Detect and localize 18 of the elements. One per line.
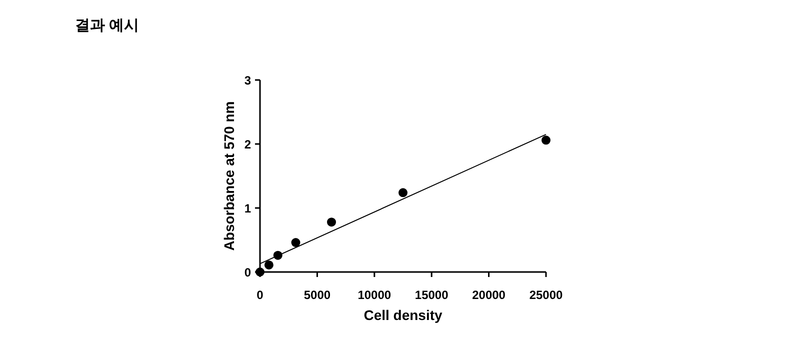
point — [327, 218, 336, 227]
point — [398, 188, 408, 198]
y-tick-label: 0 — [244, 266, 252, 280]
x-tick-label: 5000 — [304, 288, 331, 302]
x-tick-label: 0 — [256, 288, 264, 302]
y-tick-label: 2 — [244, 138, 252, 152]
point — [542, 136, 550, 145]
y-tick-label: 3 — [244, 74, 252, 88]
point — [291, 238, 300, 248]
x-axis-title: Cell density — [364, 307, 442, 323]
x-tick-label: 25000 — [529, 288, 564, 302]
x-tick-label: 10000 — [358, 288, 392, 302]
text: 결과 예시 — [75, 17, 140, 34]
y-axis-title: Absorbance at 570 nm — [221, 101, 237, 251]
point — [264, 260, 274, 270]
x-tick-label: 15000 — [414, 288, 449, 302]
y-tick-label: 1 — [244, 202, 252, 216]
x-tick-label: 20000 — [472, 288, 506, 302]
